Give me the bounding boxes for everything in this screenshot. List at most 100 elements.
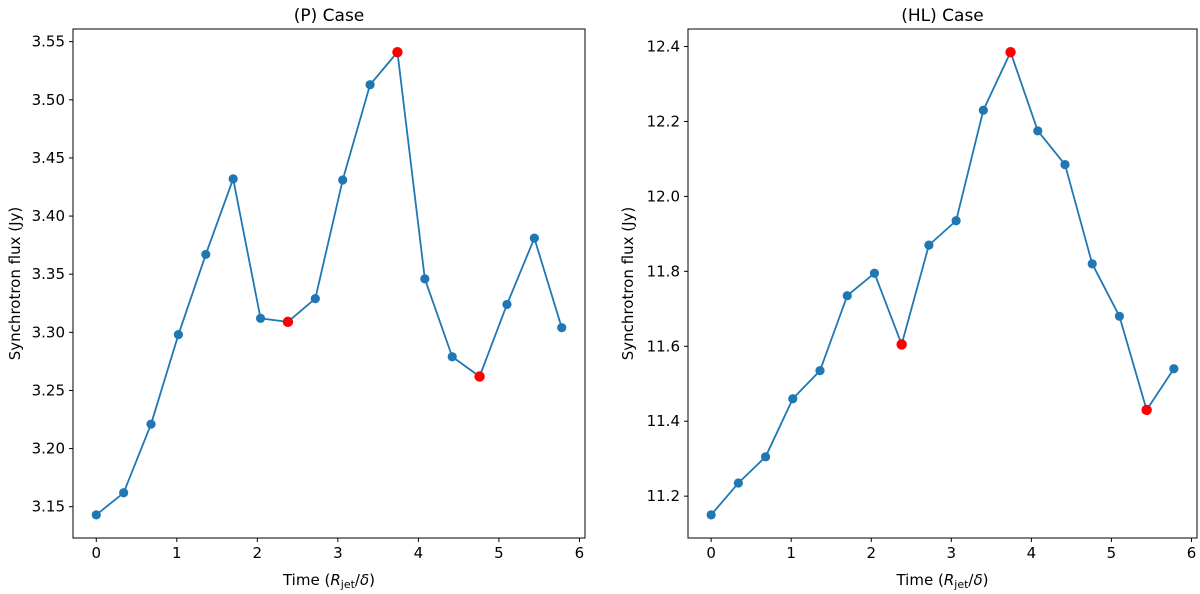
- data-point: [733, 478, 743, 488]
- data-point: [146, 419, 156, 429]
- highlight-point: [474, 371, 485, 382]
- highlight-points: [896, 46, 1152, 416]
- data-point: [924, 240, 934, 250]
- data-point: [706, 510, 716, 520]
- chart-title: (P) Case: [294, 6, 365, 26]
- y-axis-label: Synchrotron flux (Jy): [619, 207, 637, 360]
- x-axis-label-part: δ: [973, 571, 982, 589]
- x-tick-label: 3: [333, 544, 343, 562]
- p-case-chart: 0 1 2 3 4 5 6 3.15 3.20 3.25 3.30 3.35 3.40 3.45 3.50 3…: [6, 6, 586, 591]
- data-point: [842, 291, 852, 301]
- x-axis-label-part: ): [983, 571, 989, 589]
- data-point: [1060, 159, 1070, 170]
- chart-title: (HL) Case: [901, 6, 984, 26]
- highlight-point: [1005, 46, 1016, 58]
- data-point: [201, 249, 211, 260]
- data-point: [338, 175, 348, 185]
- y-tick-label: 11.6: [647, 337, 680, 355]
- x-axis-label-part: R: [330, 571, 340, 589]
- data-point: [1114, 311, 1125, 321]
- axes-frame: [687, 28, 1198, 539]
- x-tick-label: 0: [706, 544, 716, 562]
- highlight-point: [896, 339, 907, 350]
- x-axis-label-part: ): [369, 571, 375, 589]
- data-point: [173, 330, 184, 340]
- axes-frame: [72, 28, 586, 539]
- x-axis-label-part: jet: [340, 578, 356, 591]
- data-point: [978, 105, 988, 115]
- data-point: [365, 80, 375, 90]
- x-tick-label: 6: [575, 544, 585, 562]
- data-point: [869, 268, 880, 278]
- y-tick-label: 11.8: [647, 262, 680, 280]
- data-point: [420, 274, 430, 284]
- chart-panel-p-case: 0 1 2 3 4 5 6 3.15 3.20 3.25 3.30 3.35 3.40 3.45 3.50 3…: [6, 6, 586, 591]
- x-axis: 0 1 2 3 4 5 6: [706, 538, 1196, 562]
- y-axis-label: Synchrotron flux (Jy): [6, 207, 24, 360]
- y-axis: 11.2 11.4 11.6 11.8 12.0 12.2 12.4: [647, 38, 688, 505]
- x-axis-label-part: jet: [953, 578, 969, 591]
- x-axis-label-part: /: [968, 571, 974, 589]
- data-line: [95, 51, 563, 516]
- x-axis-label: Time (Rjet/δ): [282, 571, 375, 591]
- x-axis-label-part: δ: [360, 571, 369, 589]
- data-point: [788, 394, 798, 404]
- data-point: [502, 299, 512, 310]
- highlight-point: [282, 316, 294, 328]
- x-tick-label: 2: [253, 544, 263, 562]
- x-tick-label: 1: [786, 544, 796, 562]
- data-point: [1169, 364, 1179, 374]
- x-axis-label-part: Time (: [282, 571, 330, 589]
- x-axis-label-part: Time (: [895, 571, 943, 589]
- y-tick-label: 3.35: [32, 265, 65, 283]
- data-points: [91, 80, 567, 520]
- y-tick-label: 12.4: [647, 38, 680, 56]
- plot-area: [688, 29, 1197, 538]
- y-tick-label: 3.20: [32, 440, 65, 458]
- y-tick-label: 3.15: [32, 498, 65, 516]
- data-point: [91, 510, 101, 520]
- highlight-point: [392, 46, 403, 58]
- data-points: [706, 105, 1179, 520]
- x-axis-label-part: R: [944, 571, 954, 589]
- y-tick-label: 3.30: [32, 323, 65, 341]
- hl-case-chart: 0 1 2 3 4 5 6 11.2 11.4 11.6 11.8 12.0 12.2 12.4 (HL) …: [619, 6, 1198, 591]
- data-point: [1033, 126, 1043, 136]
- y-tick-label: 3.40: [32, 207, 65, 225]
- data-line: [710, 51, 1175, 516]
- data-point: [1087, 259, 1097, 269]
- data-point: [557, 323, 567, 333]
- chart-panel-hl-case: 0 1 2 3 4 5 6 11.2 11.4 11.6 11.8 12.0 12.2 12.4 (HL) …: [600, 0, 1200, 594]
- x-axis: 0 1 2 3 4 5 6: [91, 538, 584, 562]
- x-tick-label: 3: [947, 544, 957, 562]
- data-point: [228, 174, 238, 184]
- x-tick-label: 2: [866, 544, 876, 562]
- x-tick-label: 4: [1027, 544, 1037, 562]
- y-tick-label: 3.50: [32, 91, 65, 109]
- x-axis-label-part: /: [355, 571, 361, 589]
- data-point: [529, 233, 539, 243]
- y-tick-label: 3.25: [32, 381, 65, 399]
- y-tick-label: 12.2: [647, 112, 680, 130]
- x-tick-label: 5: [494, 544, 504, 562]
- x-axis-label: Time (Rjet/δ): [895, 571, 988, 591]
- data-point: [310, 294, 320, 304]
- x-tick-label: 1: [172, 544, 182, 562]
- plot-area: [73, 29, 585, 538]
- data-point: [760, 452, 771, 462]
- data-point: [447, 352, 457, 362]
- y-tick-label: 3.55: [32, 33, 65, 51]
- y-tick-label: 12.0: [647, 187, 680, 205]
- x-tick-label: 5: [1107, 544, 1117, 562]
- data-point: [815, 366, 825, 376]
- x-tick-label: 4: [414, 544, 424, 562]
- y-tick-label: 11.4: [647, 412, 680, 430]
- x-tick-label: 0: [91, 544, 101, 562]
- highlight-points: [282, 46, 485, 382]
- y-tick-label: 3.45: [32, 149, 65, 167]
- highlight-point: [1141, 404, 1152, 416]
- data-point: [255, 313, 266, 323]
- x-tick-label: 6: [1187, 544, 1197, 562]
- data-point: [951, 216, 961, 226]
